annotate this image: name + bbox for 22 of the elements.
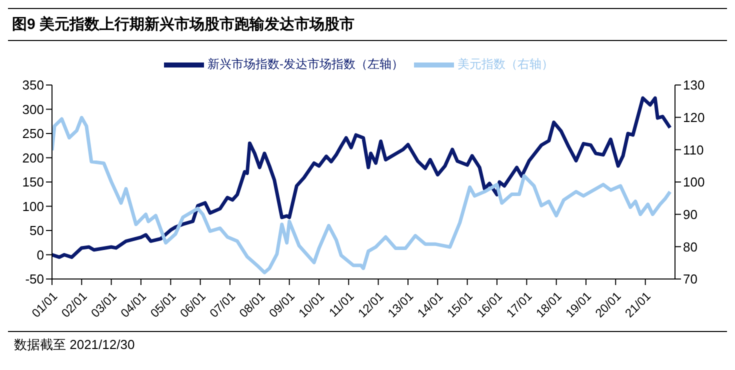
y2-tick-label: 100 — [683, 174, 705, 190]
y2-tick-label: 120 — [683, 110, 705, 125]
y2-tick-label: 130 — [683, 78, 705, 93]
y-tick-label: 250 — [22, 126, 44, 142]
y-tick-label: 50 — [30, 223, 44, 238]
y-tick-label: 300 — [22, 102, 44, 117]
y-tick-label: 100 — [22, 198, 44, 214]
y-tick-label: 200 — [22, 150, 44, 166]
line-series — [52, 116, 672, 274]
legend-label: 新兴市场指数-发达市场指数（左轴） — [208, 57, 404, 72]
y-tick-label: 350 — [22, 78, 44, 93]
text: 数据截至 2021/12/30 — [14, 337, 135, 352]
y2-tick-label: 110 — [683, 142, 704, 158]
line-series — [52, 96, 672, 259]
y-tick-label: -50 — [25, 272, 44, 287]
y-tick-label: 0 — [36, 247, 44, 262]
y-tick-label: 150 — [22, 174, 44, 190]
chart-title: 图9 美元指数上行期新兴市场股市跑输发达市场股市 — [8, 8, 727, 41]
legend-label: 美元指数（右轴） — [458, 57, 554, 72]
y2-tick-label: 80 — [683, 239, 698, 254]
y2-tick-label: 90 — [683, 206, 698, 222]
y2-tick-label: 70 — [683, 272, 698, 287]
